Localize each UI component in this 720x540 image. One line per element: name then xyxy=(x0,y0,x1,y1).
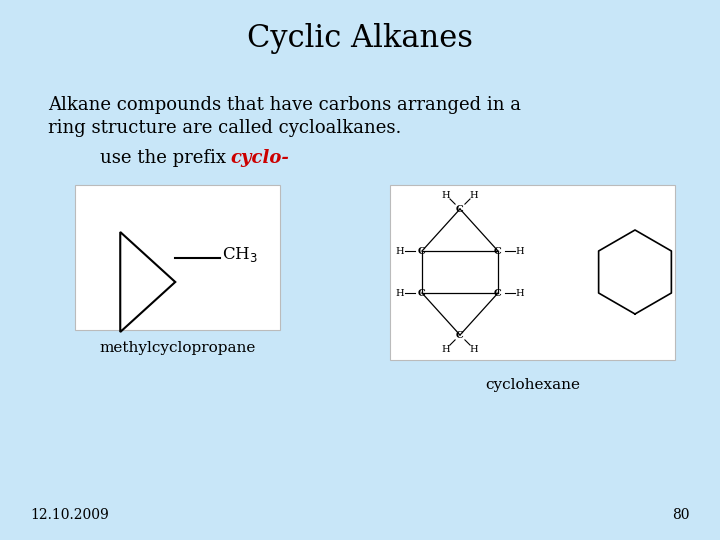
Text: H: H xyxy=(396,288,405,298)
Text: methylcyclopropane: methylcyclopropane xyxy=(100,341,256,355)
Text: H: H xyxy=(516,288,524,298)
Text: C: C xyxy=(494,246,502,255)
Text: H: H xyxy=(396,246,405,255)
Text: 12.10.2009: 12.10.2009 xyxy=(30,508,109,522)
Text: C: C xyxy=(456,330,464,340)
Text: ring structure are called cycloalkanes.: ring structure are called cycloalkanes. xyxy=(48,119,401,137)
Text: C: C xyxy=(456,205,464,213)
Text: cyclohexane: cyclohexane xyxy=(485,378,580,392)
Text: Alkane compounds that have carbons arranged in a: Alkane compounds that have carbons arran… xyxy=(48,96,521,114)
Text: C: C xyxy=(494,288,502,298)
Text: 80: 80 xyxy=(672,508,690,522)
Text: H: H xyxy=(469,191,478,199)
FancyBboxPatch shape xyxy=(390,185,675,360)
Text: H: H xyxy=(441,191,450,199)
Text: use the prefix: use the prefix xyxy=(100,149,232,167)
Text: H: H xyxy=(469,345,478,354)
Text: cyclo-: cyclo- xyxy=(230,149,289,167)
Text: Cyclic Alkanes: Cyclic Alkanes xyxy=(247,23,473,53)
Text: C: C xyxy=(418,246,426,255)
FancyBboxPatch shape xyxy=(75,185,280,330)
Text: H: H xyxy=(441,345,450,354)
Text: H: H xyxy=(516,246,524,255)
Text: CH$_3$: CH$_3$ xyxy=(222,245,258,264)
Text: C: C xyxy=(418,288,426,298)
